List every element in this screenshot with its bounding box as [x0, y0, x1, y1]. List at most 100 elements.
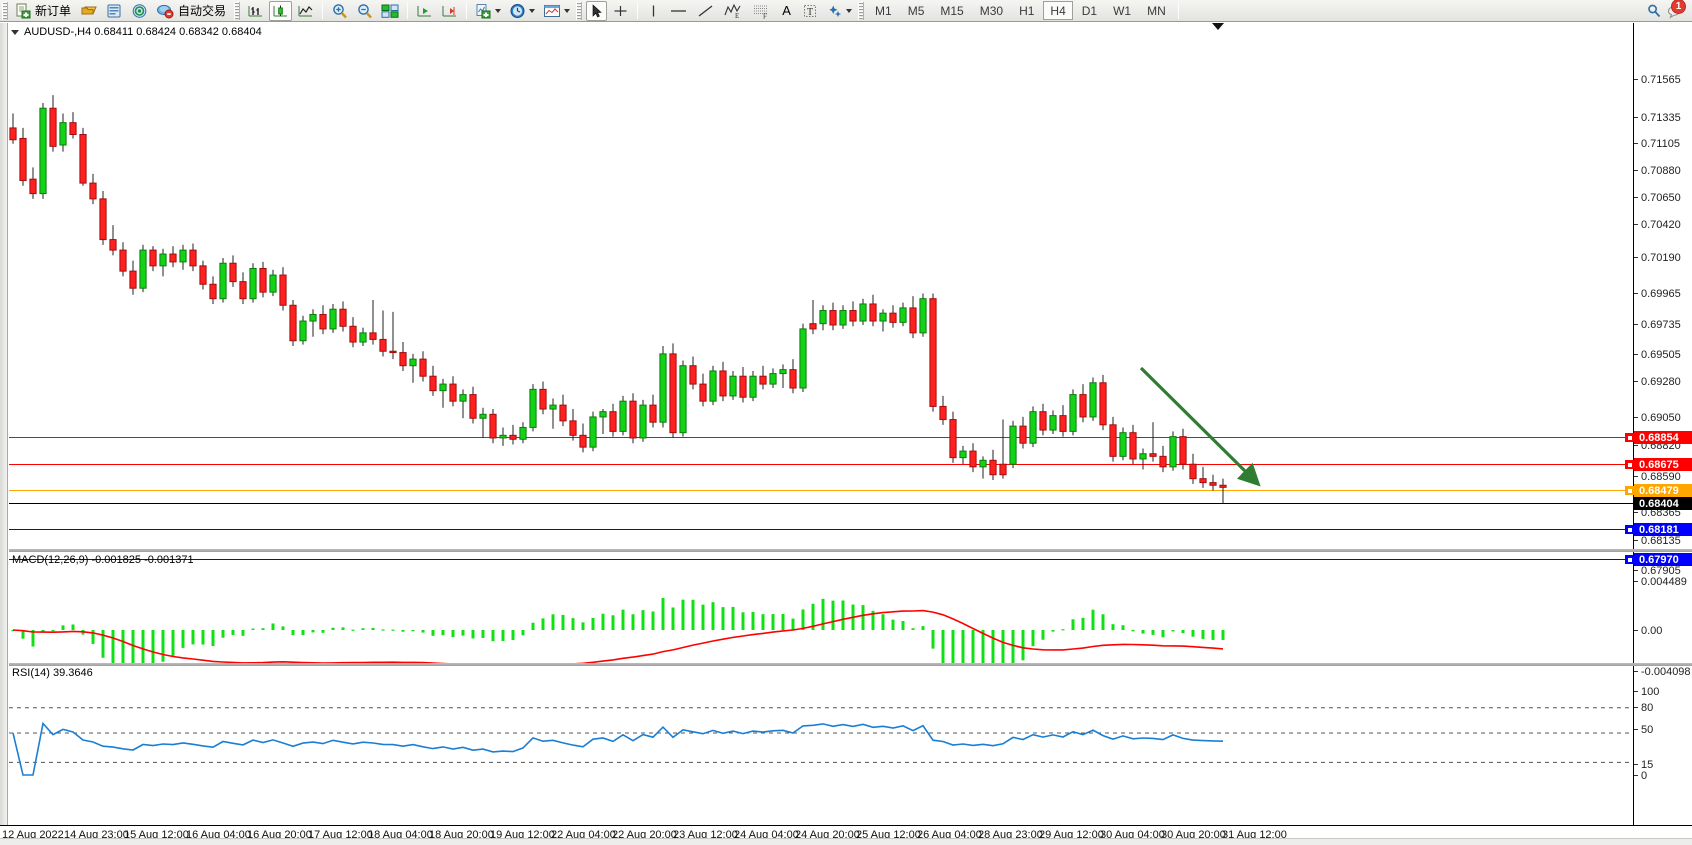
market-watch-icon: [106, 3, 123, 19]
macd-histogram-bar: [391, 629, 395, 631]
current-price-line-tag[interactable]: 0.68404: [1634, 497, 1692, 510]
text-button[interactable]: A: [776, 1, 797, 21]
elliott-wave-icon: E: [723, 3, 743, 19]
vertical-line-button[interactable]: [643, 1, 664, 21]
horizontal-line-button[interactable]: [666, 1, 691, 21]
macd-histogram-bar: [501, 630, 505, 641]
objects-button[interactable]: [823, 1, 855, 21]
auto-scroll-button[interactable]: [413, 1, 436, 21]
toolbar-separator-3: [466, 2, 468, 19]
macd-histogram-bar: [1081, 617, 1085, 630]
take-profit-line-handle[interactable]: [1625, 433, 1634, 442]
support-line-2[interactable]: [9, 559, 1633, 560]
candle: [789, 369, 797, 389]
search-button[interactable]: [1643, 1, 1665, 21]
support-line-1-tag[interactable]: 0.68181: [1634, 523, 1692, 536]
trendline-button[interactable]: [693, 1, 718, 21]
chevron-down-icon[interactable]: [846, 8, 853, 13]
profiles-button[interactable]: [78, 1, 101, 21]
period-button[interactable]: [506, 1, 538, 21]
candle: [979, 459, 987, 468]
indicators-button[interactable]: [472, 1, 504, 21]
timeframe-m1[interactable]: M1: [875, 3, 892, 18]
macd-histogram-bar: [821, 598, 825, 630]
toolbar-grip-3[interactable]: [576, 1, 583, 20]
support-line-2-tag[interactable]: 0.67970: [1634, 553, 1692, 566]
timeframe-m30[interactable]: M30: [979, 3, 1004, 18]
resistance-line-handle[interactable]: [1625, 460, 1634, 469]
resistance-line[interactable]: [9, 464, 1633, 465]
macd-histogram-bar: [721, 607, 725, 630]
pending-order-line[interactable]: [9, 490, 1633, 491]
elliott-wave-button[interactable]: E: [720, 1, 746, 21]
text-label-button[interactable]: T: [799, 1, 821, 21]
macd-histogram-bar: [831, 600, 835, 630]
macd-histogram-bar: [691, 599, 695, 630]
tick-label: 0.69505: [1641, 348, 1681, 361]
chevron-down-icon[interactable]: [495, 8, 502, 13]
macd-histogram-bar: [1011, 630, 1015, 663]
chart-symbol-readout[interactable]: AUDUSD-,H4 0.68411 0.68424 0.68342 0.684…: [9, 25, 262, 39]
pending-order-line-tag[interactable]: 0.68479: [1634, 484, 1692, 497]
candle: [559, 404, 567, 422]
candle: [519, 426, 527, 440]
toolbar-grip-1[interactable]: [2, 1, 8, 20]
resistance-line-tag[interactable]: 0.68675: [1634, 458, 1692, 471]
toolbar-grip-2[interactable]: [234, 1, 241, 20]
chevron-down-icon[interactable]: [11, 29, 19, 35]
candle: [809, 323, 817, 330]
timeframe-w1[interactable]: W1: [1113, 3, 1132, 18]
chart-shift-button[interactable]: [438, 1, 461, 21]
macd-histogram-bar: [451, 630, 455, 638]
macd-histogram-bar: [251, 628, 255, 630]
timeframe-h1[interactable]: H1: [1019, 3, 1035, 18]
take-profit-line-tag[interactable]: 0.68854: [1634, 431, 1692, 444]
cursor-button[interactable]: [586, 0, 608, 21]
candle: [89, 182, 97, 200]
bar-chart-button[interactable]: [244, 1, 267, 21]
new-order-button[interactable]: 新订单: [12, 1, 76, 21]
navigator-button[interactable]: [128, 1, 151, 21]
macd-histogram-bar: [1101, 614, 1105, 630]
macd-label: MACD(12,26,9) -0.001825 -0.001371: [12, 554, 194, 566]
autotrading-button[interactable]: 自动交易: [153, 1, 231, 21]
crosshair-button[interactable]: [609, 1, 632, 21]
chevron-down-icon[interactable]: [529, 8, 536, 13]
chart-canvas[interactable]: AUDUSD-,H4 0.68411 0.68424 0.68342 0.684…: [9, 23, 1633, 845]
candle: [1039, 411, 1047, 431]
zoom-in-button[interactable]: [328, 1, 351, 21]
timeframe-m15[interactable]: M15: [940, 3, 964, 18]
support-line-1-handle[interactable]: [1625, 525, 1634, 534]
axis-separator-macd: [1633, 549, 1692, 552]
macd-histogram-bar: [571, 618, 575, 630]
chevron-down-icon[interactable]: [564, 8, 571, 13]
pane-separator-macd[interactable]: [9, 549, 1633, 552]
pane-separator-rsi[interactable]: [9, 663, 1633, 666]
pending-order-line-handle[interactable]: [1625, 486, 1634, 495]
tick-label: 100: [1641, 685, 1660, 698]
macd-histogram-bar: [421, 630, 425, 633]
search-icon: [1646, 3, 1662, 19]
candle: [1099, 382, 1107, 426]
current-price-line[interactable]: [9, 503, 1633, 504]
timeframe-m5[interactable]: M5: [907, 3, 925, 18]
macd-histogram-bar: [591, 617, 595, 630]
candlestick-chart-button[interactable]: [269, 0, 293, 21]
toolbar-grip-4[interactable]: [858, 1, 865, 20]
timeframe-d1[interactable]: D1: [1081, 3, 1098, 18]
templates-button[interactable]: [540, 1, 573, 21]
line-chart-button[interactable]: [294, 1, 317, 21]
timeframe-h4[interactable]: H4: [1043, 1, 1073, 20]
fibonacci-button[interactable]: F: [748, 1, 774, 21]
zoom-out-button[interactable]: [353, 1, 376, 21]
alerts-button[interactable]: 1: [1666, 0, 1686, 20]
tile-windows-button[interactable]: [378, 1, 402, 21]
macd-histogram-bar: [751, 611, 755, 630]
support-line-2-handle[interactable]: [1625, 555, 1634, 564]
price-axis[interactable]: 0.71565 0.71335 0.71105 0.70880 0.70650 0.704…: [1625, 23, 1692, 845]
market-watch-button[interactable]: [103, 1, 126, 21]
objects-icon: [826, 3, 843, 19]
support-line-1[interactable]: [9, 529, 1633, 530]
timeframe-mn[interactable]: MN: [1147, 3, 1166, 18]
take-profit-line[interactable]: [9, 437, 1633, 438]
